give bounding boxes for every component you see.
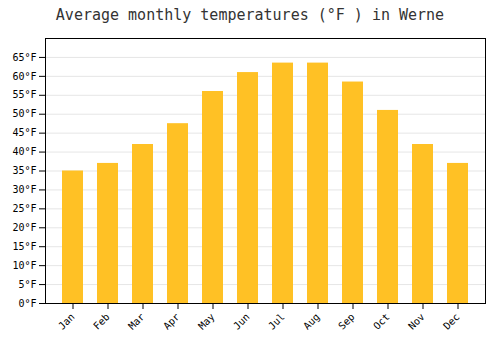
svg-text:Apr: Apr bbox=[161, 311, 182, 332]
svg-text:45°F: 45°F bbox=[12, 127, 36, 138]
svg-text:Dec: Dec bbox=[441, 311, 462, 332]
svg-text:35°F: 35°F bbox=[12, 165, 36, 176]
svg-text:Jan: Jan bbox=[56, 311, 77, 332]
svg-text:10°F: 10°F bbox=[12, 260, 36, 271]
svg-text:30°F: 30°F bbox=[12, 184, 36, 195]
svg-text:15°F: 15°F bbox=[12, 241, 36, 252]
svg-text:Aug: Aug bbox=[301, 311, 322, 332]
svg-text:20°F: 20°F bbox=[12, 222, 36, 233]
html-text:Average monthly temperatures (: Average monthly temperatures (°F ) in We… bbox=[55, 6, 445, 24]
svg-text:May: May bbox=[196, 311, 217, 332]
svg-text:Jun: Jun bbox=[231, 311, 252, 332]
svg-text:60°F: 60°F bbox=[12, 71, 36, 82]
svg-text:Jul: Jul bbox=[266, 311, 287, 332]
svg-text:40°F: 40°F bbox=[12, 146, 36, 157]
svg-text:Oct: Oct bbox=[371, 311, 392, 332]
svg-text:55°F: 55°F bbox=[12, 89, 36, 100]
svg-text:50°F: 50°F bbox=[12, 108, 36, 119]
svg-text:25°F: 25°F bbox=[12, 203, 36, 214]
svg-text:0°F: 0°F bbox=[18, 298, 36, 309]
svg-text:5°F: 5°F bbox=[18, 279, 36, 290]
svg-text:Mar: Mar bbox=[126, 311, 147, 332]
svg-text:Feb: Feb bbox=[91, 311, 112, 332]
svg-text:Sep: Sep bbox=[336, 311, 357, 332]
svg-text:Nov: Nov bbox=[406, 311, 427, 332]
svg-text:65°F: 65°F bbox=[12, 52, 36, 63]
